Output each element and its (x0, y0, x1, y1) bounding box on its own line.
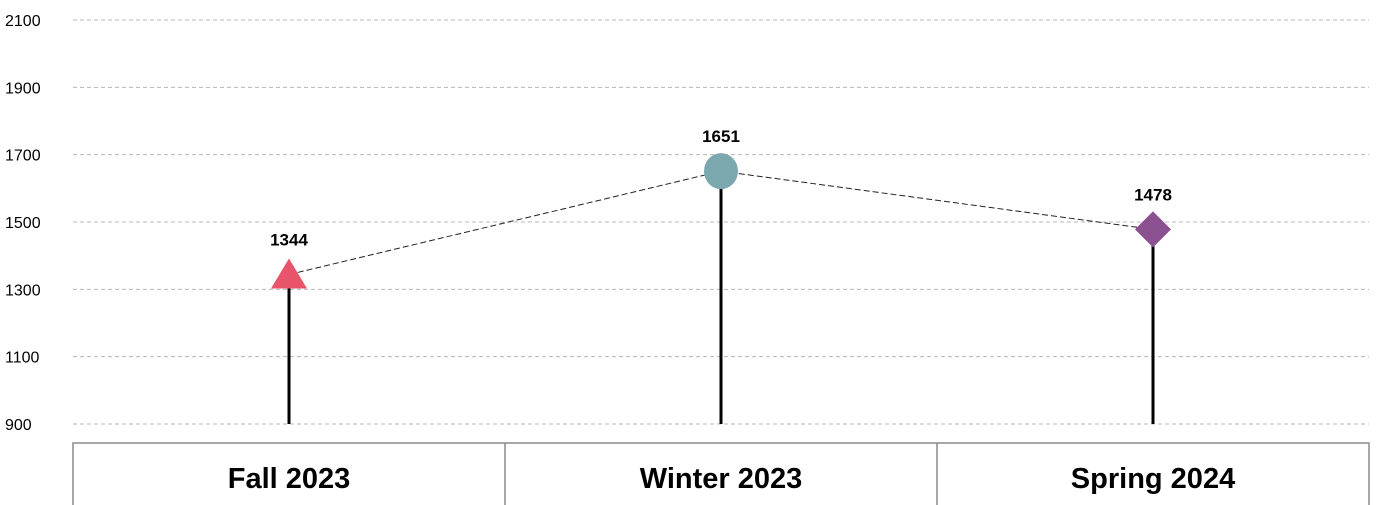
y-tick-label: 900 (5, 417, 32, 434)
y-tick-label: 1300 (5, 282, 41, 299)
category-label: Fall 2023 (228, 463, 351, 495)
y-tick-labels: 900 1100 1300 1500 1700 1900 2100 (5, 13, 41, 434)
category-table-border (72, 442, 1370, 505)
category-label: Spring 2024 (1071, 463, 1235, 495)
data-label: 1651 (702, 127, 740, 146)
data-label: 1478 (1134, 185, 1172, 204)
y-tick-label: 1700 (5, 148, 41, 165)
diamond-marker (1135, 211, 1171, 248)
stems (287, 171, 1155, 424)
circle-marker (704, 153, 738, 190)
category-label: Winter 2023 (640, 463, 803, 495)
y-tick-label: 1900 (5, 80, 41, 97)
connector-lines (288, 170, 1154, 276)
y-tick-label: 1100 (5, 350, 40, 367)
markers (271, 153, 1171, 289)
data-label: 1344 (270, 231, 308, 250)
connector-line (288, 170, 722, 276)
triangle-marker (271, 258, 307, 289)
y-tick-label: 2100 (5, 13, 41, 30)
data-labels: 1344 1651 1478 (270, 127, 1172, 249)
connector-line (720, 170, 1154, 230)
y-tick-label: 1500 (5, 215, 41, 232)
category-table: Fall 2023 Winter 2023 Spring 2024 (72, 442, 1370, 505)
